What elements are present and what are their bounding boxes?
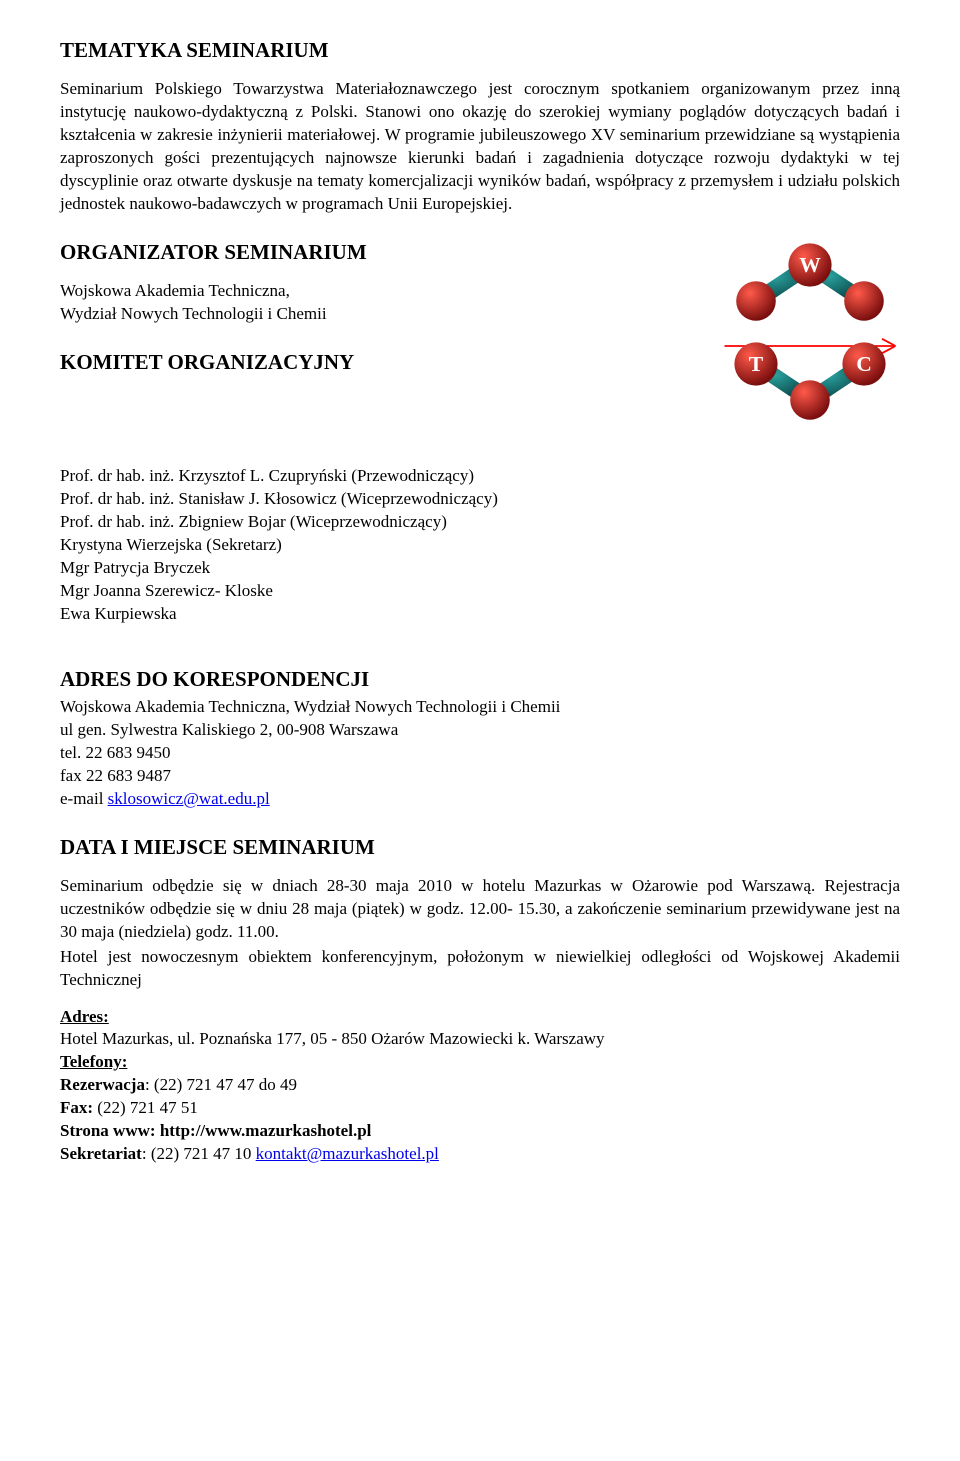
molecule-logo: W T C bbox=[720, 238, 900, 443]
adres-fax: fax 22 683 9487 bbox=[60, 765, 900, 788]
venue-tel-label: Telefony: bbox=[60, 1051, 900, 1074]
sekretariat-email-link[interactable]: kontakt@mazurkashotel.pl bbox=[256, 1144, 439, 1163]
adres-line2: ul gen. Sylwestra Kaliskiego 2, 00-908 W… bbox=[60, 719, 900, 742]
logo-letter-t: T bbox=[749, 352, 764, 376]
organizator-line2: Wydział Nowych Technologii i Chemii bbox=[60, 303, 700, 326]
section-tematyka: TEMATYKA SEMINARIUM Seminarium Polskiego… bbox=[60, 36, 900, 216]
adres-line1: Wojskowa Akademia Techniczna, Wydział No… bbox=[60, 696, 900, 719]
section-adres: ADRES DO KORESPONDENCJI Wojskowa Akademi… bbox=[60, 665, 900, 810]
adres-email: e-mail sklosowicz@wat.edu.pl bbox=[60, 788, 900, 811]
heading-tematyka: TEMATYKA SEMINARIUM bbox=[60, 36, 900, 64]
logo-letter-w: W bbox=[799, 253, 821, 277]
data-miejsce-p1: Seminarium odbędzie się w dniach 28-30 m… bbox=[60, 875, 900, 944]
venue-adres-value: Hotel Mazurkas, ul. Poznańska 177, 05 - … bbox=[60, 1028, 900, 1051]
list-item: Prof. dr hab. inż. Zbigniew Bojar (Wicep… bbox=[60, 511, 900, 534]
email-link[interactable]: sklosowicz@wat.edu.pl bbox=[108, 789, 270, 808]
data-miejsce-p2: Hotel jest nowoczesnym obiektem konferen… bbox=[60, 946, 900, 992]
list-item: Krystyna Wierzejska (Sekretarz) bbox=[60, 534, 900, 557]
list-item: Prof. dr hab. inż. Krzysztof L. Czupryńs… bbox=[60, 465, 900, 488]
list-item: Mgr Patrycja Bryczek bbox=[60, 557, 900, 580]
venue-sekretariat: Sekretariat: (22) 721 47 10 kontakt@mazu… bbox=[60, 1143, 900, 1166]
section-data-miejsce: DATA I MIEJSCE SEMINARIUM Seminarium odb… bbox=[60, 833, 900, 1167]
adres-tel: tel. 22 683 9450 bbox=[60, 742, 900, 765]
heading-organizator: ORGANIZATOR SEMINARIUM bbox=[60, 238, 700, 266]
section-organizator: ORGANIZATOR SEMINARIUM Wojskowa Akademia… bbox=[60, 238, 700, 326]
committee-members: Prof. dr hab. inż. Krzysztof L. Czupryńs… bbox=[60, 465, 900, 626]
list-item: Mgr Joanna Szerewicz- Kloske bbox=[60, 580, 900, 603]
heading-komitet: KOMITET ORGANIZACYJNY bbox=[60, 348, 700, 376]
venue-adres-label: Adres: bbox=[60, 1006, 900, 1029]
heading-data-miejsce: DATA I MIEJSCE SEMINARIUM bbox=[60, 833, 900, 861]
venue-www: Strona www: http://www.mazurkashotel.pl bbox=[60, 1120, 900, 1143]
heading-adres: ADRES DO KORESPONDENCJI bbox=[60, 665, 900, 693]
venue-rezerwacja: Rezerwacja: (22) 721 47 47 do 49 bbox=[60, 1074, 900, 1097]
logo-letter-c: C bbox=[856, 352, 872, 376]
venue-fax: Fax: (22) 721 47 51 bbox=[60, 1097, 900, 1120]
row-organizer-committee: ORGANIZATOR SEMINARIUM Wojskowa Akademia… bbox=[60, 238, 900, 443]
section-komitet: KOMITET ORGANIZACYJNY bbox=[60, 348, 700, 376]
list-item: Prof. dr hab. inż. Stanisław J. Kłosowic… bbox=[60, 488, 900, 511]
organizator-line1: Wojskowa Akademia Techniczna, bbox=[60, 280, 700, 303]
list-item: Ewa Kurpiewska bbox=[60, 603, 900, 626]
paragraph-tematyka: Seminarium Polskiego Towarzystwa Materia… bbox=[60, 78, 900, 216]
